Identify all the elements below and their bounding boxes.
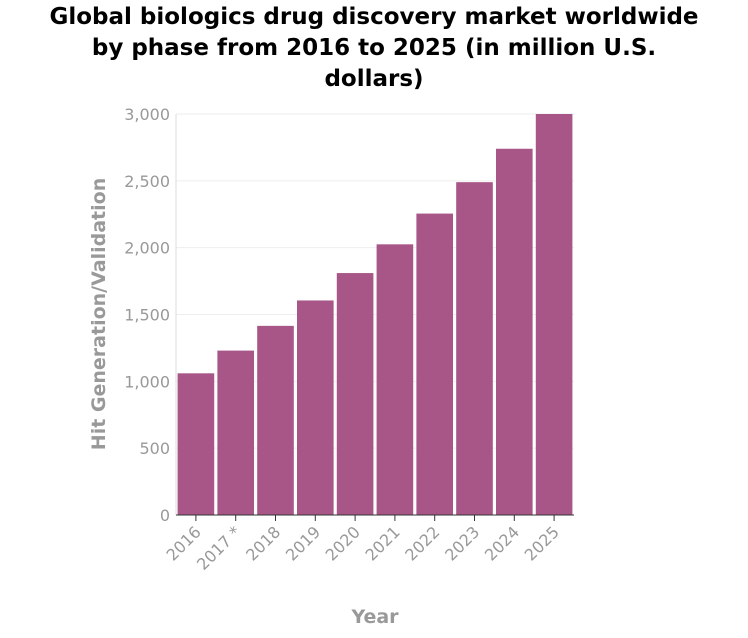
bar xyxy=(416,213,454,515)
bar xyxy=(177,373,215,515)
chart-title: Global biologics drug discovery market w… xyxy=(0,2,748,95)
y-tick-label: 500 xyxy=(139,439,170,458)
y-tick-label: 2,500 xyxy=(124,172,170,191)
y-tick-label: 2,000 xyxy=(124,239,170,258)
x-tick-label: 2021 xyxy=(362,522,404,564)
x-tick-label: 2020 xyxy=(322,522,364,564)
x-tick-label: 2025 xyxy=(521,522,563,564)
x-axis-label: Year xyxy=(350,606,399,628)
bar xyxy=(257,325,294,515)
chart-title-line-1: Global biologics drug discovery market w… xyxy=(49,4,699,30)
y-tick-label: 1,000 xyxy=(124,372,170,391)
x-tick-label: 2023 xyxy=(441,522,483,564)
y-tick-label: 3,000 xyxy=(124,105,170,124)
axes xyxy=(175,114,574,516)
bar xyxy=(336,273,374,515)
bar xyxy=(495,148,533,515)
bar xyxy=(296,300,334,515)
bar xyxy=(217,350,255,515)
bar xyxy=(456,182,493,516)
y-tick-label: 0 xyxy=(160,506,170,525)
y-tick-label: 1,500 xyxy=(124,306,170,325)
chart-title-line-2: by phase from 2016 to 2025 (in million U… xyxy=(91,35,657,61)
x-tick-label: 2024 xyxy=(481,522,523,564)
bar xyxy=(376,244,414,515)
x-tick-label: 2019 xyxy=(282,522,324,564)
bars xyxy=(177,114,573,516)
chart-title-line-3: dollars) xyxy=(324,66,424,92)
x-tick-label: 2017 * xyxy=(193,522,244,573)
y-axis-ticks: 0 500 1,000 1,500 2,000 2,500 3,000 xyxy=(124,105,170,525)
bar xyxy=(535,114,573,515)
x-tick-label: 2018 xyxy=(242,522,284,564)
y-axis-label: Hit Generation/Validation xyxy=(88,178,110,450)
x-tick-label: 2022 xyxy=(401,522,443,564)
